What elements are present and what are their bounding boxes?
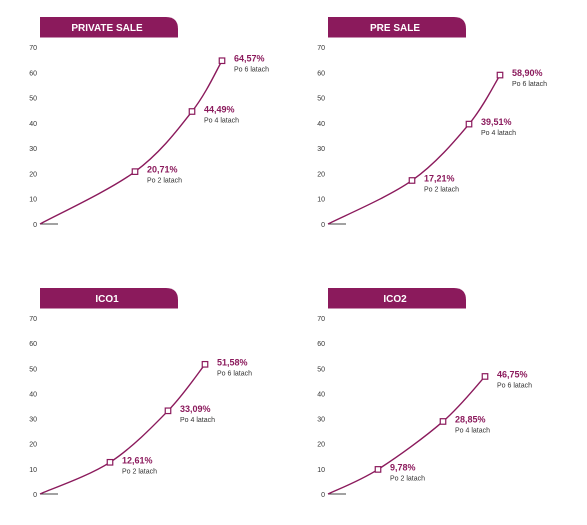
y-tick-label: 20 [317,171,325,178]
data-value-label: 20,71% [147,165,178,175]
y-tick-label: 0 [33,492,37,499]
chart-title-banner [40,17,178,37]
y-tick-label: 20 [317,442,325,449]
data-period-label: Po 6 latach [234,67,269,74]
y-tick-label: 70 [29,316,37,323]
chart-title-banner [328,288,466,308]
data-period-label: Po 2 latach [147,178,182,185]
data-point-marker [218,57,226,65]
data-point-marker [496,71,504,79]
y-tick-label: 40 [29,121,37,128]
y-tick-label: 10 [317,467,325,474]
y-tick-label: 40 [317,121,325,128]
y-tick-label: 50 [317,96,325,103]
data-period-label: Po 2 latach [390,475,425,482]
y-tick-label: 40 [317,391,325,398]
y-tick-label: 20 [29,442,37,449]
series-line [327,74,501,225]
data-point-marker [164,407,172,415]
y-tick-label: 0 [321,222,325,229]
chart-panel-4: ICO2 0 10 20 30 40 50 60 70 9,78% Po 2 latach 28,85… [317,288,532,499]
series-line [39,60,223,225]
chart-panel-3: ICO1 0 10 20 30 40 50 60 70 12,61% Po 2 latach 33,0… [29,288,252,499]
y-tick-label: 60 [317,341,325,348]
y-tick-label: 10 [29,197,37,204]
chart-title-banner [40,288,178,308]
data-period-label: Po 2 latach [424,186,459,193]
chart-panel-1: PRIVATE SALE 0 10 20 30 40 50 60 70 20,71% Po 2 la… [29,17,269,229]
y-tick-label: 70 [29,45,37,52]
data-period-label: Po 6 latach [512,81,547,88]
chart-title-banner [328,17,466,37]
data-point-marker [131,168,139,175]
y-tick-label: 0 [33,222,37,229]
y-tick-label: 30 [29,417,37,424]
chart-title: PRIVATE SALE [71,23,143,34]
data-period-label: Po 6 latach [217,370,252,377]
data-value-label: 33,09% [180,404,211,414]
chart-title: ICO1 [95,294,119,305]
data-point-marker [374,466,382,473]
data-period-label: Po 4 latach [455,427,490,434]
data-period-label: Po 2 latach [122,468,157,475]
y-tick-label: 0 [321,492,325,499]
data-period-label: Po 6 latach [497,382,532,389]
y-tick-label: 70 [317,316,325,323]
data-value-label: 12,61% [122,455,153,465]
y-tick-label: 60 [317,70,325,77]
chart-title: PRE SALE [370,23,420,34]
data-point-marker [439,418,447,425]
y-tick-label: 10 [29,467,37,474]
series-line [39,363,206,495]
data-point-marker [106,458,114,466]
series-line [327,375,486,495]
y-tick-label: 30 [29,146,37,153]
data-point-marker [188,108,196,115]
data-value-label: 17,21% [424,173,455,183]
y-tick-label: 50 [29,366,37,373]
data-point-marker [408,177,416,184]
data-value-label: 64,57% [234,54,265,64]
y-tick-label: 40 [29,391,37,398]
data-point-marker [465,120,473,128]
data-period-label: Po 4 latach [180,417,215,424]
chart-title: ICO2 [383,294,407,305]
data-value-label: 46,75% [497,369,528,379]
data-period-label: Po 4 latach [481,130,516,137]
chart-panel-2: PRE SALE 0 10 20 30 40 50 60 70 17,21% Po 2 latach… [317,17,547,229]
data-value-label: 58,90% [512,68,543,78]
data-period-label: Po 4 latach [204,118,239,125]
data-point-marker [201,360,209,368]
data-point-marker [481,373,489,380]
y-tick-label: 10 [317,197,325,204]
y-tick-label: 60 [29,70,37,77]
y-tick-label: 70 [317,45,325,52]
y-tick-label: 30 [317,146,325,153]
data-value-label: 51,58% [217,357,248,367]
data-value-label: 28,85% [455,414,486,424]
y-tick-label: 50 [29,96,37,103]
data-value-label: 44,49% [204,105,235,115]
data-value-label: 39,51% [481,117,512,127]
y-tick-label: 20 [29,171,37,178]
y-tick-label: 50 [317,366,325,373]
y-tick-label: 30 [317,417,325,424]
y-tick-label: 60 [29,341,37,348]
data-value-label: 9,78% [390,462,416,472]
